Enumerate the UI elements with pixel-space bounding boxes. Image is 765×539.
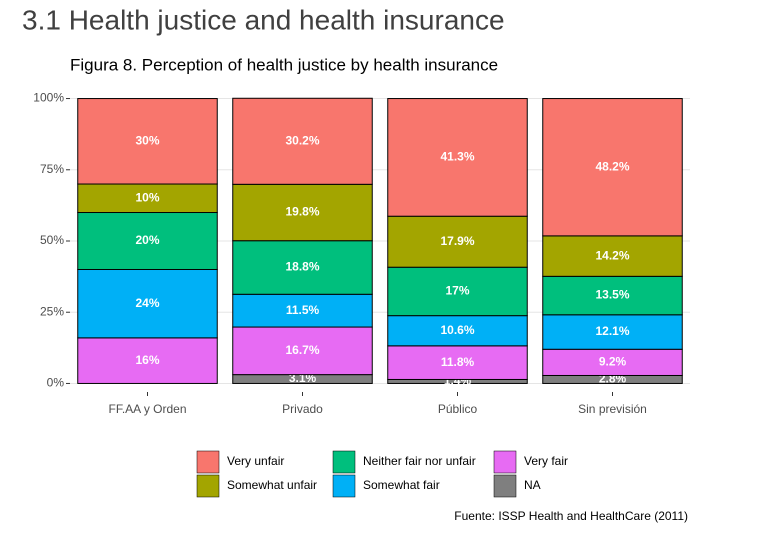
value-label: 16.7% <box>285 343 319 357</box>
y-tick-label: 100% <box>33 91 64 105</box>
value-label: 20% <box>135 233 159 247</box>
y-tick-label: 75% <box>40 162 64 176</box>
legend-key <box>332 474 356 498</box>
bar-segment <box>387 98 528 217</box>
chart-title: Figura 8. Perception of health justice b… <box>70 55 498 74</box>
y-tick-label: 25% <box>40 304 64 318</box>
value-label: 48.2% <box>595 159 629 173</box>
bar-segment <box>232 97 373 185</box>
value-label: 41.3% <box>440 150 474 164</box>
value-label: 17% <box>445 284 469 298</box>
value-label: 9.2% <box>599 355 627 369</box>
x-tick-label: Sin previsión <box>578 402 647 416</box>
bar-segment <box>387 266 528 317</box>
value-label: 14.2% <box>595 248 629 262</box>
page-heading: 3.1 Health justice and health insurance <box>22 4 505 35</box>
x-tick-label: Público <box>438 402 478 416</box>
bar-segment <box>77 268 218 339</box>
value-label: 24% <box>135 296 159 310</box>
bar-segment <box>542 235 683 277</box>
legend-key <box>493 474 517 498</box>
bar-segment <box>387 345 528 380</box>
bar-segment <box>387 215 528 268</box>
bar-segment <box>232 240 373 295</box>
bar-segment <box>77 98 218 185</box>
legend-key <box>196 474 220 498</box>
value-label: 10.6% <box>440 323 474 337</box>
legend-label: NA <box>524 478 541 492</box>
legend-key <box>196 450 220 474</box>
y-tick-label: 0% <box>47 376 65 390</box>
legend-label: Very fair <box>524 454 568 468</box>
bar-segment <box>232 183 373 242</box>
value-label: 13.5% <box>595 288 629 302</box>
value-label: 18.8% <box>285 260 319 274</box>
value-label: 10% <box>135 190 159 204</box>
bar-segment <box>77 337 218 384</box>
value-label: 11.8% <box>441 355 475 369</box>
caption: Fuente: ISSP Health and HealthCare (2011… <box>454 509 688 523</box>
value-label: 17.9% <box>440 234 474 248</box>
value-label: 19.8% <box>285 205 319 219</box>
legend-label: Neither fair nor unfair <box>363 454 476 468</box>
value-label: 16% <box>135 353 159 367</box>
legend-key <box>332 450 356 474</box>
bar-segment <box>77 183 218 214</box>
legend-label: Somewhat unfair <box>227 478 317 492</box>
value-label: 12.1% <box>595 324 629 338</box>
x-tick-label: FF.AA y Orden <box>108 402 186 416</box>
legend-label: Somewhat fair <box>363 478 440 492</box>
y-tick-label: 50% <box>40 233 64 247</box>
bar-segment <box>542 314 683 350</box>
x-tick-label: Privado <box>282 402 323 416</box>
bar-segment <box>77 212 218 270</box>
legend-label: Very unfair <box>227 454 284 468</box>
bar-segment <box>542 348 683 376</box>
bar-segment <box>542 98 683 237</box>
legend-key <box>493 450 517 474</box>
value-label: 30% <box>135 133 159 147</box>
bar-segment <box>542 275 683 316</box>
value-label: 30.2% <box>285 133 319 147</box>
value-label: 11.5% <box>286 303 320 317</box>
